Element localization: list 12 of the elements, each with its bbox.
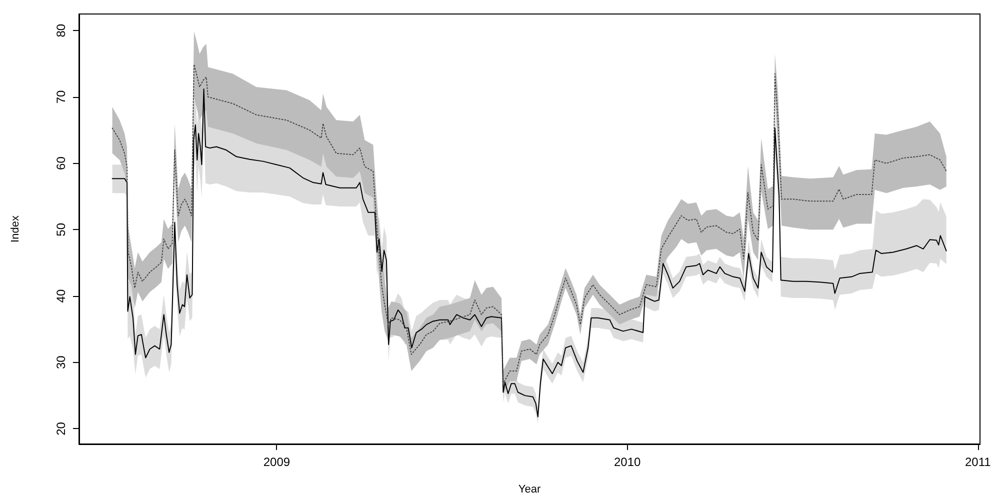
y-tick-label: 50: [54, 222, 68, 236]
y-tick-label: 70: [54, 90, 68, 104]
x-tick-label: 2009: [263, 455, 290, 469]
x-tick-label: 2011: [964, 455, 992, 469]
y-axis-title: Index: [10, 215, 22, 242]
y-tick-label: 60: [54, 156, 68, 170]
x-axis-title: Year: [518, 484, 541, 496]
y-tick-label: 80: [54, 24, 68, 38]
x-tick-label: 2010: [614, 455, 641, 469]
y-tick-label: 20: [54, 422, 68, 436]
y-tick-label: 40: [54, 289, 68, 303]
y-tick-label: 30: [54, 355, 68, 370]
